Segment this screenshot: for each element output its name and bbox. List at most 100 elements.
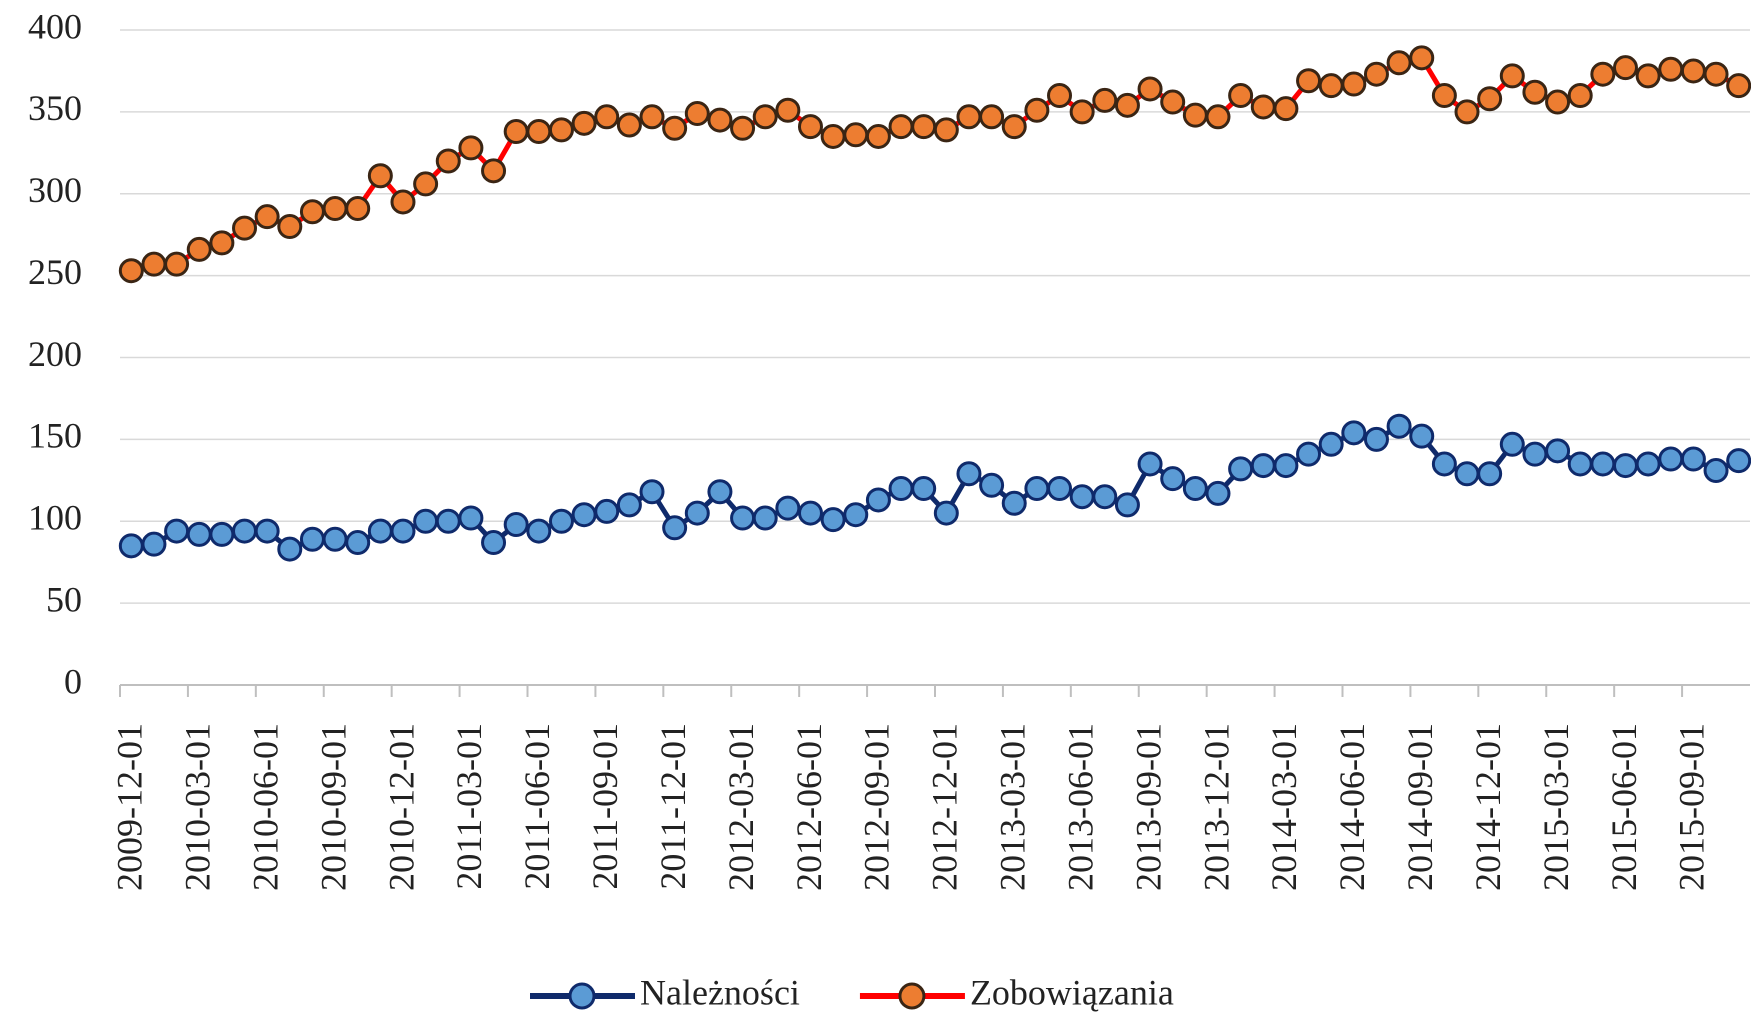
marker bbox=[1522, 79, 1548, 105]
marker bbox=[1680, 446, 1706, 472]
marker bbox=[548, 117, 574, 143]
marker bbox=[1092, 484, 1118, 510]
marker bbox=[458, 505, 484, 531]
marker bbox=[956, 104, 982, 130]
marker bbox=[888, 114, 914, 140]
marker bbox=[435, 508, 461, 534]
marker bbox=[209, 230, 235, 256]
marker bbox=[1047, 83, 1073, 108]
y-tick-label: 150 bbox=[28, 416, 82, 456]
marker bbox=[1228, 456, 1254, 482]
marker bbox=[322, 195, 348, 221]
marker bbox=[1658, 446, 1684, 472]
marker bbox=[141, 251, 167, 277]
marker bbox=[1363, 426, 1389, 452]
marker bbox=[1228, 83, 1254, 108]
x-tick-label: 2013-12-01 bbox=[1196, 723, 1236, 891]
marker bbox=[684, 500, 710, 526]
marker bbox=[1205, 480, 1231, 506]
marker bbox=[1567, 83, 1593, 108]
x-tick-label: 2012-09-01 bbox=[857, 723, 897, 891]
marker bbox=[1545, 89, 1571, 115]
marker bbox=[843, 502, 869, 528]
x-tick-label: 2011-09-01 bbox=[585, 723, 625, 890]
marker bbox=[186, 236, 212, 262]
marker bbox=[322, 526, 348, 552]
marker bbox=[390, 518, 416, 544]
x-tick-label: 2014-06-01 bbox=[1332, 723, 1372, 891]
y-tick-label: 400 bbox=[28, 6, 82, 46]
marker bbox=[1703, 61, 1729, 87]
marker bbox=[888, 476, 914, 501]
marker bbox=[232, 215, 258, 241]
x-tick-label: 2009-12-01 bbox=[110, 723, 150, 891]
marker bbox=[1726, 448, 1751, 474]
marker bbox=[1137, 76, 1163, 102]
marker bbox=[1296, 441, 1322, 467]
x-tick-label: 2010-06-01 bbox=[245, 723, 285, 891]
marker bbox=[1567, 451, 1593, 477]
x-tick-label: 2012-12-01 bbox=[925, 723, 965, 891]
marker bbox=[707, 479, 733, 505]
marker bbox=[1590, 451, 1616, 477]
marker bbox=[752, 505, 778, 531]
marker bbox=[1318, 431, 1344, 457]
x-tick-label: 2011-06-01 bbox=[517, 723, 557, 890]
marker bbox=[367, 163, 393, 189]
legend-marker bbox=[568, 982, 596, 1010]
marker bbox=[1499, 63, 1525, 89]
marker bbox=[1001, 114, 1027, 140]
marker bbox=[1047, 476, 1073, 501]
marker bbox=[1363, 61, 1389, 87]
marker bbox=[933, 117, 959, 143]
marker bbox=[1001, 490, 1027, 516]
marker bbox=[730, 505, 756, 531]
marker bbox=[413, 171, 439, 197]
marker bbox=[232, 518, 258, 544]
marker bbox=[1431, 451, 1457, 477]
y-tick-label: 0 bbox=[64, 661, 82, 701]
marker bbox=[1024, 97, 1050, 123]
marker bbox=[1318, 73, 1344, 99]
marker bbox=[797, 500, 823, 526]
marker bbox=[481, 530, 507, 556]
marker bbox=[1386, 413, 1412, 439]
marker bbox=[684, 101, 710, 127]
marker bbox=[820, 507, 846, 533]
x-tick-label: 2014-03-01 bbox=[1264, 723, 1304, 891]
y-tick-label: 200 bbox=[28, 334, 82, 374]
marker bbox=[1726, 73, 1751, 99]
marker bbox=[594, 498, 620, 524]
marker bbox=[1635, 63, 1661, 89]
marker bbox=[299, 199, 325, 225]
x-tick-label: 2013-03-01 bbox=[993, 723, 1033, 891]
marker bbox=[1182, 476, 1208, 501]
x-tick-label: 2013-09-01 bbox=[1128, 723, 1168, 891]
marker bbox=[1069, 484, 1095, 510]
marker bbox=[1250, 94, 1276, 120]
marker bbox=[639, 479, 665, 505]
marker bbox=[933, 500, 959, 526]
x-tick-label: 2014-12-01 bbox=[1468, 723, 1508, 891]
marker bbox=[1590, 61, 1616, 87]
y-tick-label: 250 bbox=[28, 252, 82, 292]
marker bbox=[1024, 476, 1050, 501]
y-tick-label: 50 bbox=[46, 579, 82, 619]
marker bbox=[1273, 453, 1299, 479]
x-tick-label: 2015-03-01 bbox=[1536, 723, 1576, 891]
legend-item: Zobowiązania bbox=[859, 972, 1174, 1012]
marker bbox=[1612, 453, 1638, 479]
marker bbox=[865, 487, 891, 513]
marker bbox=[209, 521, 235, 547]
marker bbox=[1160, 466, 1186, 492]
marker bbox=[526, 518, 552, 544]
x-tick-label: 2011-03-01 bbox=[449, 723, 489, 890]
marker bbox=[481, 158, 507, 184]
marker bbox=[254, 204, 280, 230]
marker bbox=[1477, 86, 1503, 112]
marker bbox=[118, 533, 144, 559]
marker bbox=[571, 502, 597, 528]
marker bbox=[390, 189, 416, 215]
marker bbox=[616, 492, 642, 518]
